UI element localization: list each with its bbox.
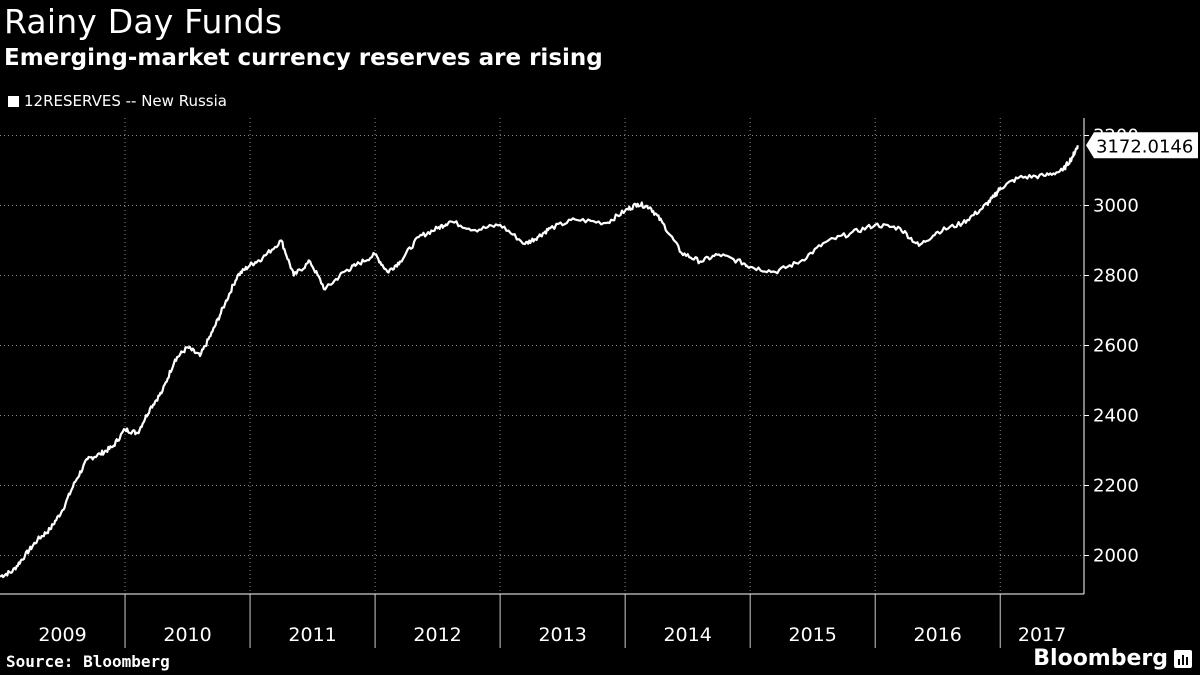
chart-subtitle: Emerging-market currency reserves are ri…: [4, 45, 603, 71]
x-tick-label: 2013: [538, 624, 586, 646]
x-tick-label: 2017: [1018, 624, 1066, 646]
y-tick-label: 3000: [1093, 196, 1139, 217]
source-note: Source: Bloomberg: [6, 652, 170, 671]
x-tick-label: 2015: [789, 624, 837, 646]
legend: 12RESERVES -- New Russia: [8, 92, 227, 110]
bloomberg-bars-icon: [1174, 649, 1192, 668]
x-tick-label: 2009: [38, 624, 86, 646]
brand-logo: Bloomberg: [1033, 646, 1192, 671]
last-value-label: 3172.0146: [1096, 136, 1193, 157]
y-tick-label: 2200: [1093, 476, 1139, 497]
last-value-box: [1086, 132, 1198, 159]
brand-name: Bloomberg: [1033, 646, 1168, 671]
legend-swatch-icon: [8, 95, 19, 107]
y-tick-label: 2000: [1093, 546, 1139, 567]
x-tick-label: 2016: [914, 624, 962, 646]
y-tick-label: 2600: [1093, 336, 1139, 357]
legend-label: 12RESERVES -- New Russia: [24, 92, 227, 110]
x-tick-label: 2010: [163, 624, 211, 646]
x-tick-label: 2014: [663, 624, 711, 646]
y-tick-label: 2400: [1093, 406, 1139, 427]
series-line: [0, 145, 1079, 579]
x-tick-label: 2012: [413, 624, 461, 646]
x-tick-label: 2011: [288, 624, 336, 646]
chart-title: Rainy Day Funds: [4, 2, 283, 41]
last-value-callout: 3172.0146: [1086, 132, 1198, 159]
y-tick-label: 2800: [1093, 266, 1139, 287]
